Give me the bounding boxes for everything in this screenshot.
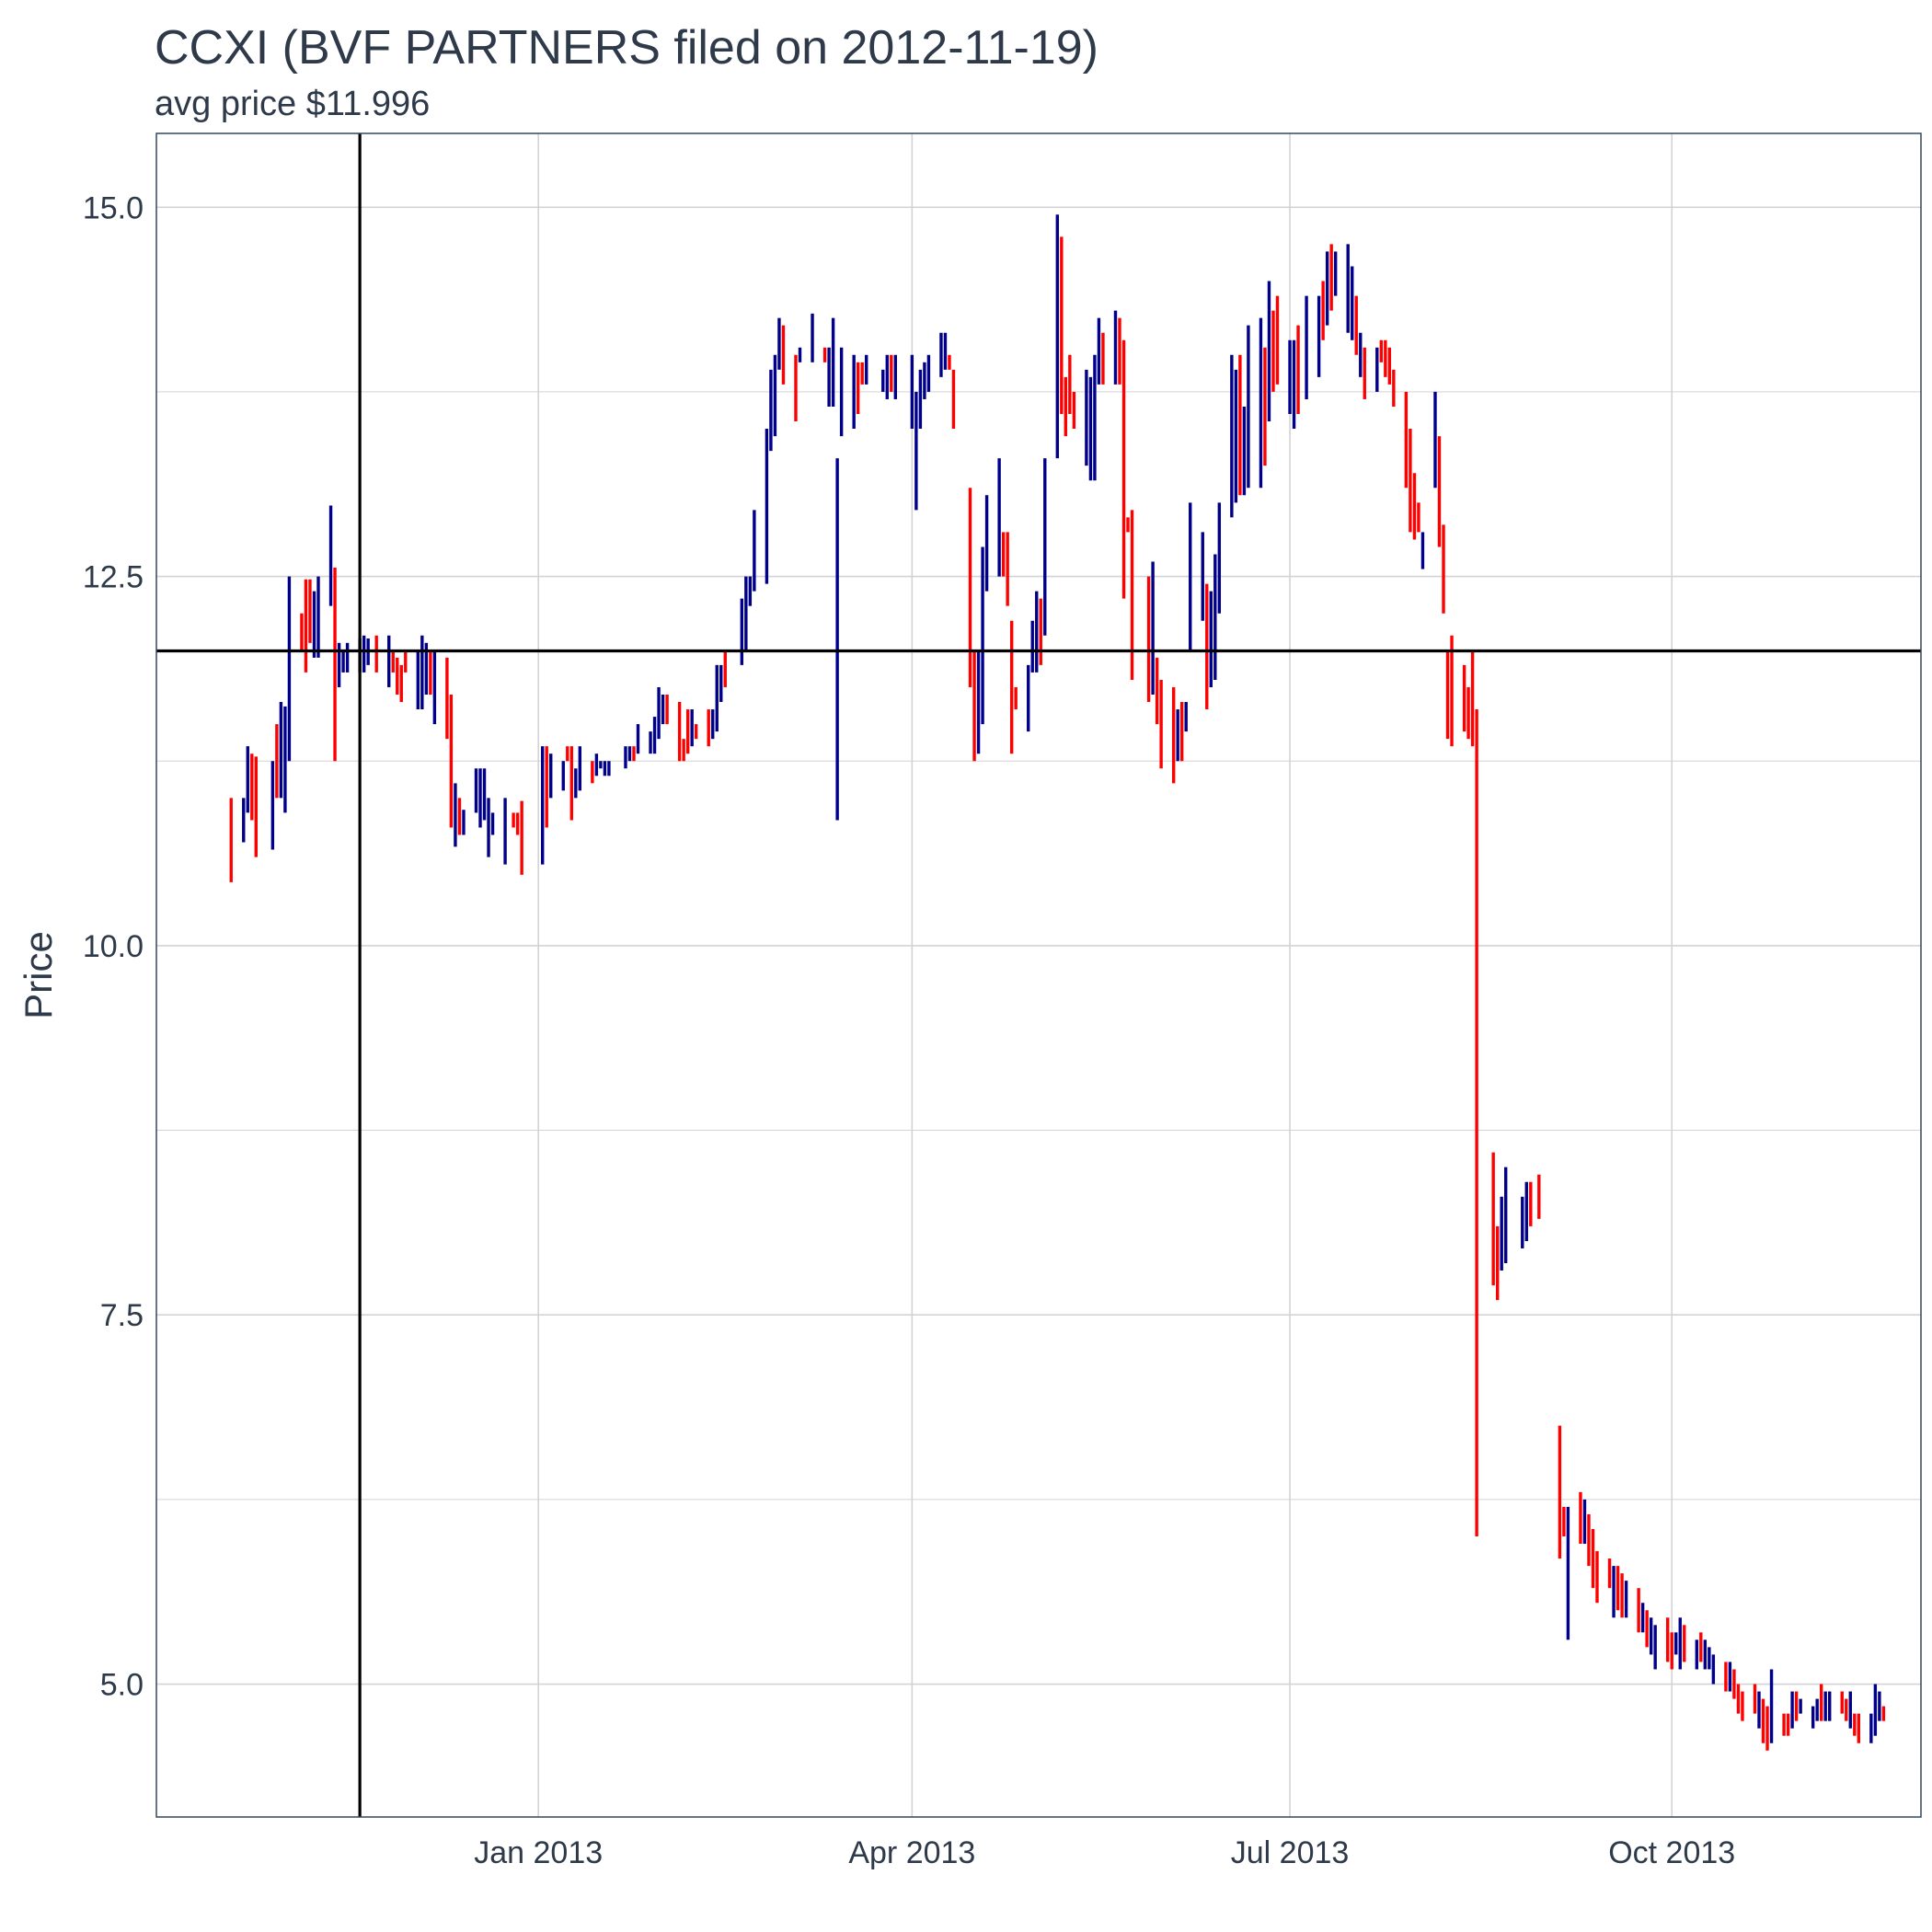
y-tick-label: 12.5 — [83, 560, 144, 595]
y-tick-label: 10.0 — [83, 929, 144, 964]
y-tick-label: 7.5 — [100, 1298, 144, 1333]
x-axis-ticks: Jan 2013 Apr 2013 Jul 2013 Oct 2013 — [474, 1835, 1735, 1870]
price-bars — [229, 214, 1886, 1751]
y-axis-ticks: 5.0 7.5 10.0 12.5 15.0 — [83, 190, 144, 1702]
chart-title: CCXI (BVF PARTNERS filed on 2012-11-19) — [155, 21, 1098, 75]
y-axis-title: Price — [17, 931, 60, 1019]
reference-lines — [156, 133, 1921, 1817]
chart-subtitle: avg price $11.996 — [155, 85, 431, 123]
panel-border — [155, 132, 1922, 1818]
grid-lines — [156, 133, 1921, 1817]
x-tick-label: Jul 2013 — [1231, 1835, 1350, 1870]
x-tick-label: Apr 2013 — [848, 1835, 975, 1870]
y-tick-label: 5.0 — [100, 1668, 144, 1703]
x-tick-label: Oct 2013 — [1608, 1835, 1735, 1870]
y-tick-label: 15.0 — [83, 190, 144, 225]
x-tick-label: Jan 2013 — [474, 1835, 603, 1870]
